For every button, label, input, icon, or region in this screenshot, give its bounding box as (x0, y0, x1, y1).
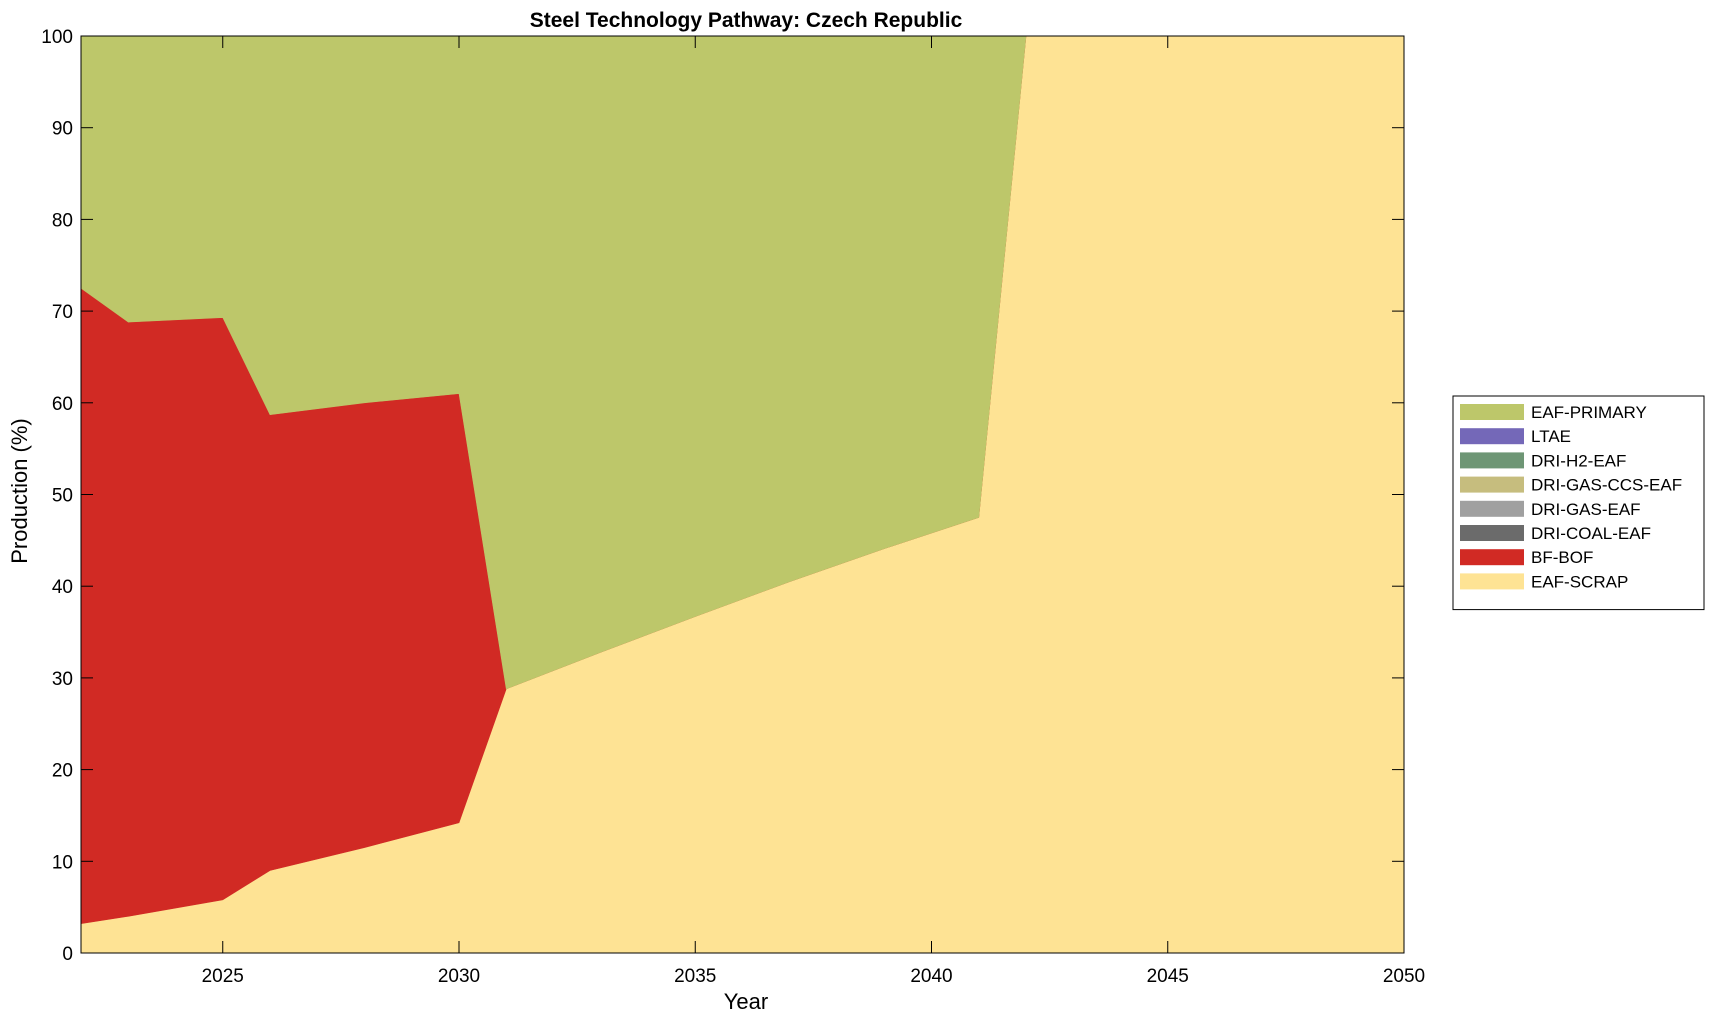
y-tick-label: 70 (52, 302, 73, 323)
legend-swatch-bf-bof (1460, 549, 1524, 566)
y-tick-label: 50 (52, 486, 73, 507)
x-tick-label: 2040 (910, 966, 952, 987)
y-tick-label: 60 (52, 394, 73, 415)
y-tick-label: 40 (52, 577, 73, 598)
legend-swatch-dri-coal-eaf (1460, 525, 1524, 541)
legend-label-eaf-primary: EAF-PRIMARY (1531, 403, 1647, 422)
x-tick-label: 2025 (202, 966, 244, 987)
legend-swatch-ltae (1460, 428, 1524, 445)
stacked-areas (80, 35, 1405, 954)
legend-swatch-eaf-primary (1460, 404, 1524, 420)
x-tick-label: 2035 (674, 966, 716, 987)
x-tick-label: 2050 (1383, 966, 1425, 987)
legend-swatch-dri-gas-ccs-eaf (1460, 476, 1524, 493)
y-tick-label: 20 (52, 761, 73, 782)
legend-swatch-eaf-scrap (1460, 573, 1524, 590)
y-tick-label: 0 (62, 944, 73, 965)
chart-title: Steel Technology Pathway: Czech Republic (530, 9, 963, 32)
legend-swatch-dri-gas-eaf (1460, 500, 1524, 517)
legend-label-dri-gas-ccs-eaf: DRI-GAS-CCS-EAF (1531, 476, 1682, 495)
legend-label-dri-coal-eaf: DRI-COAL-EAF (1531, 524, 1651, 543)
y-tick-label: 90 (52, 119, 73, 140)
legend-label-ltae: LTAE (1531, 427, 1571, 446)
x-tick-label: 2030 (438, 966, 480, 987)
x-axis-label: Year (724, 989, 768, 1014)
x-tick-label: 2045 (1147, 966, 1189, 987)
y-tick-label: 80 (52, 210, 73, 231)
y-tick-label: 10 (52, 852, 73, 873)
legend-label-dri-h2-eaf: DRI-H2-EAF (1531, 451, 1626, 470)
legend-label-eaf-scrap: EAF-SCRAP (1531, 572, 1628, 591)
y-tick-label: 30 (52, 669, 73, 690)
y-axis-label: Production (%) (7, 418, 32, 564)
y-tick-label: 100 (41, 27, 73, 48)
legend-label-dri-gas-eaf: DRI-GAS-EAF (1531, 500, 1641, 519)
legend-label-bf-bof: BF-BOF (1531, 548, 1593, 567)
legend: EAF-PRIMARY LTAE DRI-H2-EAF DRI-GAS-CCS-EAF… (1452, 395, 1705, 611)
legend-swatch-dri-h2-eaf (1460, 452, 1524, 469)
